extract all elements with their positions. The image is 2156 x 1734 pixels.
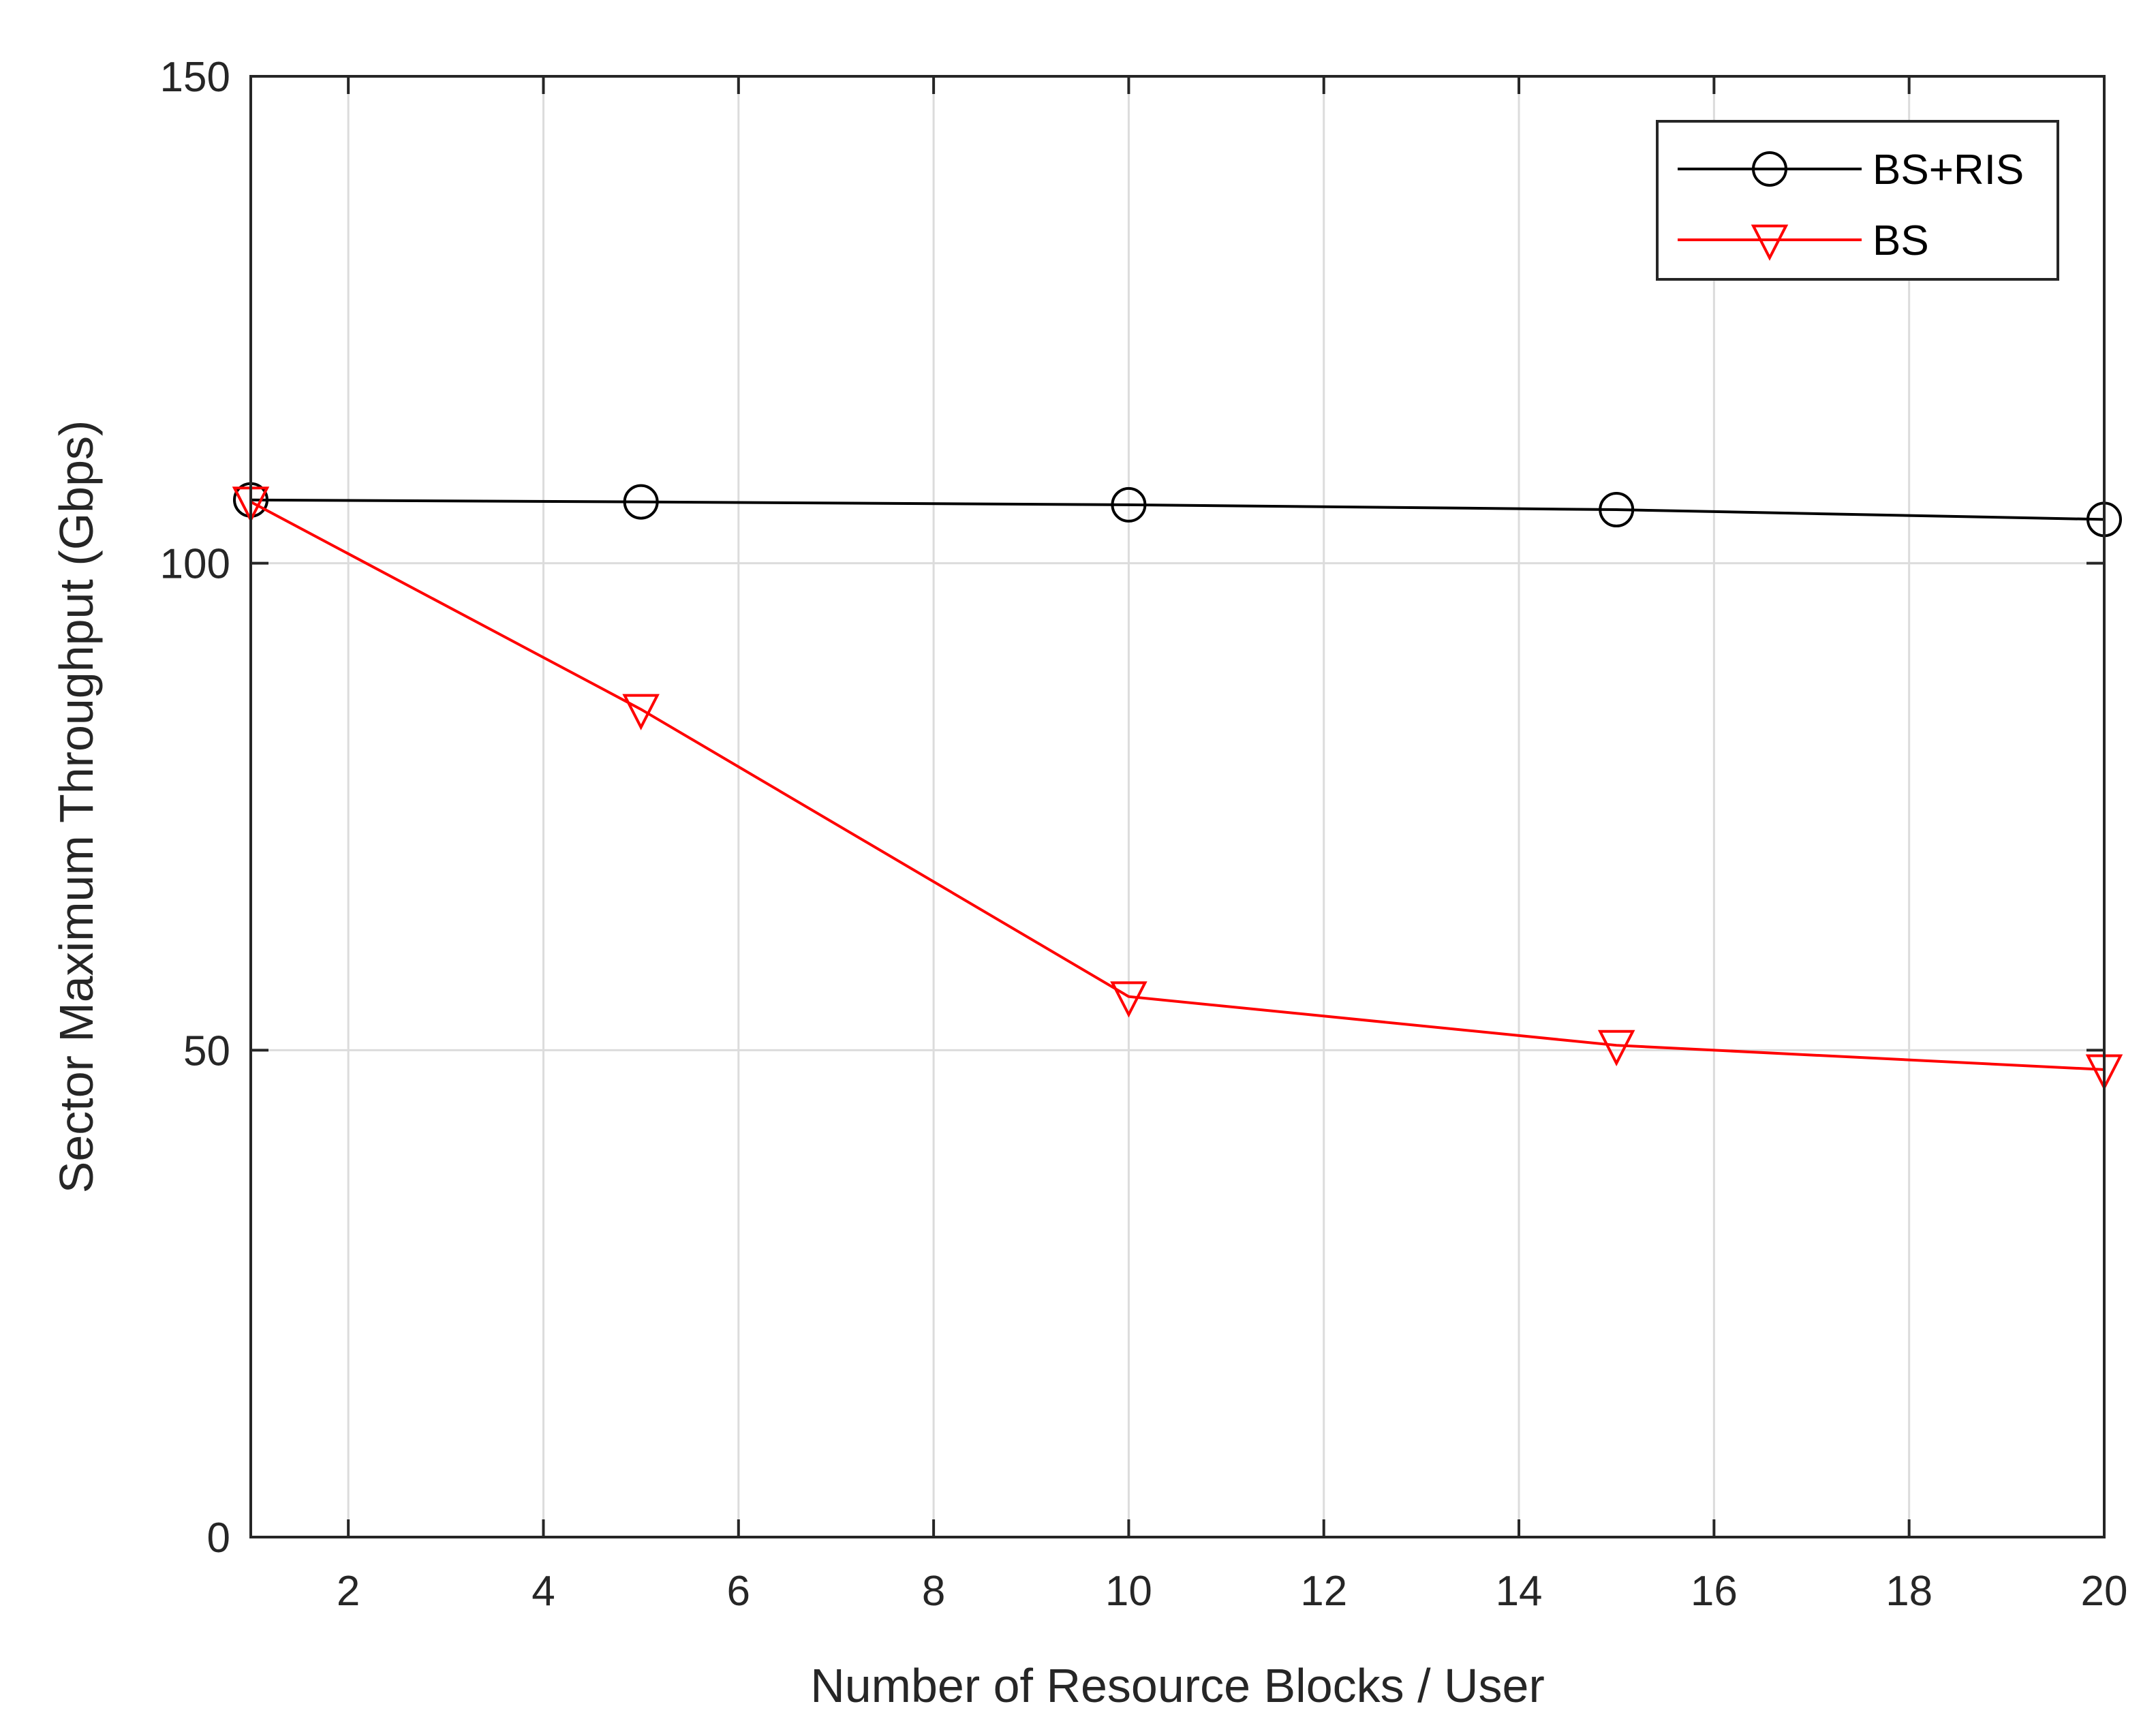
data-point [1111,486,1147,523]
y-tick-label: 150 [160,54,230,101]
x-tick-label: 18 [1885,1568,1932,1615]
data-point [623,484,659,520]
x-tick-label: 14 [1496,1568,1543,1615]
x-tick-label: 12 [1300,1568,1347,1615]
x-tick-label: 4 [532,1568,555,1615]
data-point [1110,981,1148,1018]
legend-entry: BS [1678,217,1929,264]
x-tick-label: 16 [1691,1568,1738,1615]
series-1 [233,482,2122,538]
x-tick-label: 6 [727,1568,750,1615]
series-line [250,500,2105,1071]
legend-label: BS [1873,217,1929,264]
plot-frame [249,75,2106,1538]
y-tick-label: 0 [207,1515,230,1562]
legend-label: BS+RIS [1873,146,2024,193]
x-axis-title: Number of Resource Blocks / User [810,1659,1545,1712]
tick-labels: 2 4 6 8 10 12 14 16 18 20 0 50 100 150 [160,54,2128,1615]
legend-box [1656,120,2059,281]
data-point [1599,492,1635,528]
series-layer [232,482,2123,1091]
legend-marker [1751,224,1789,261]
legend-marker [1752,151,1787,187]
series-2 [232,486,2123,1091]
axes [249,75,2106,1538]
data-point [1597,1029,1635,1066]
y-tick-label: 100 [160,541,230,588]
x-tick-label: 8 [922,1568,945,1615]
series-line [250,498,2105,521]
legend: BS+RIS BS [1656,120,2059,281]
x-tick-label: 2 [337,1568,360,1615]
data-point [622,694,660,730]
legend-entry: BS+RIS [1678,146,2024,193]
x-tick-label: 20 [2081,1568,2128,1615]
x-tick-label: 10 [1105,1568,1152,1615]
y-tick-label: 50 [183,1027,230,1074]
y-axis-title: Sector Maximum Throughput (Gbps) [50,420,103,1194]
